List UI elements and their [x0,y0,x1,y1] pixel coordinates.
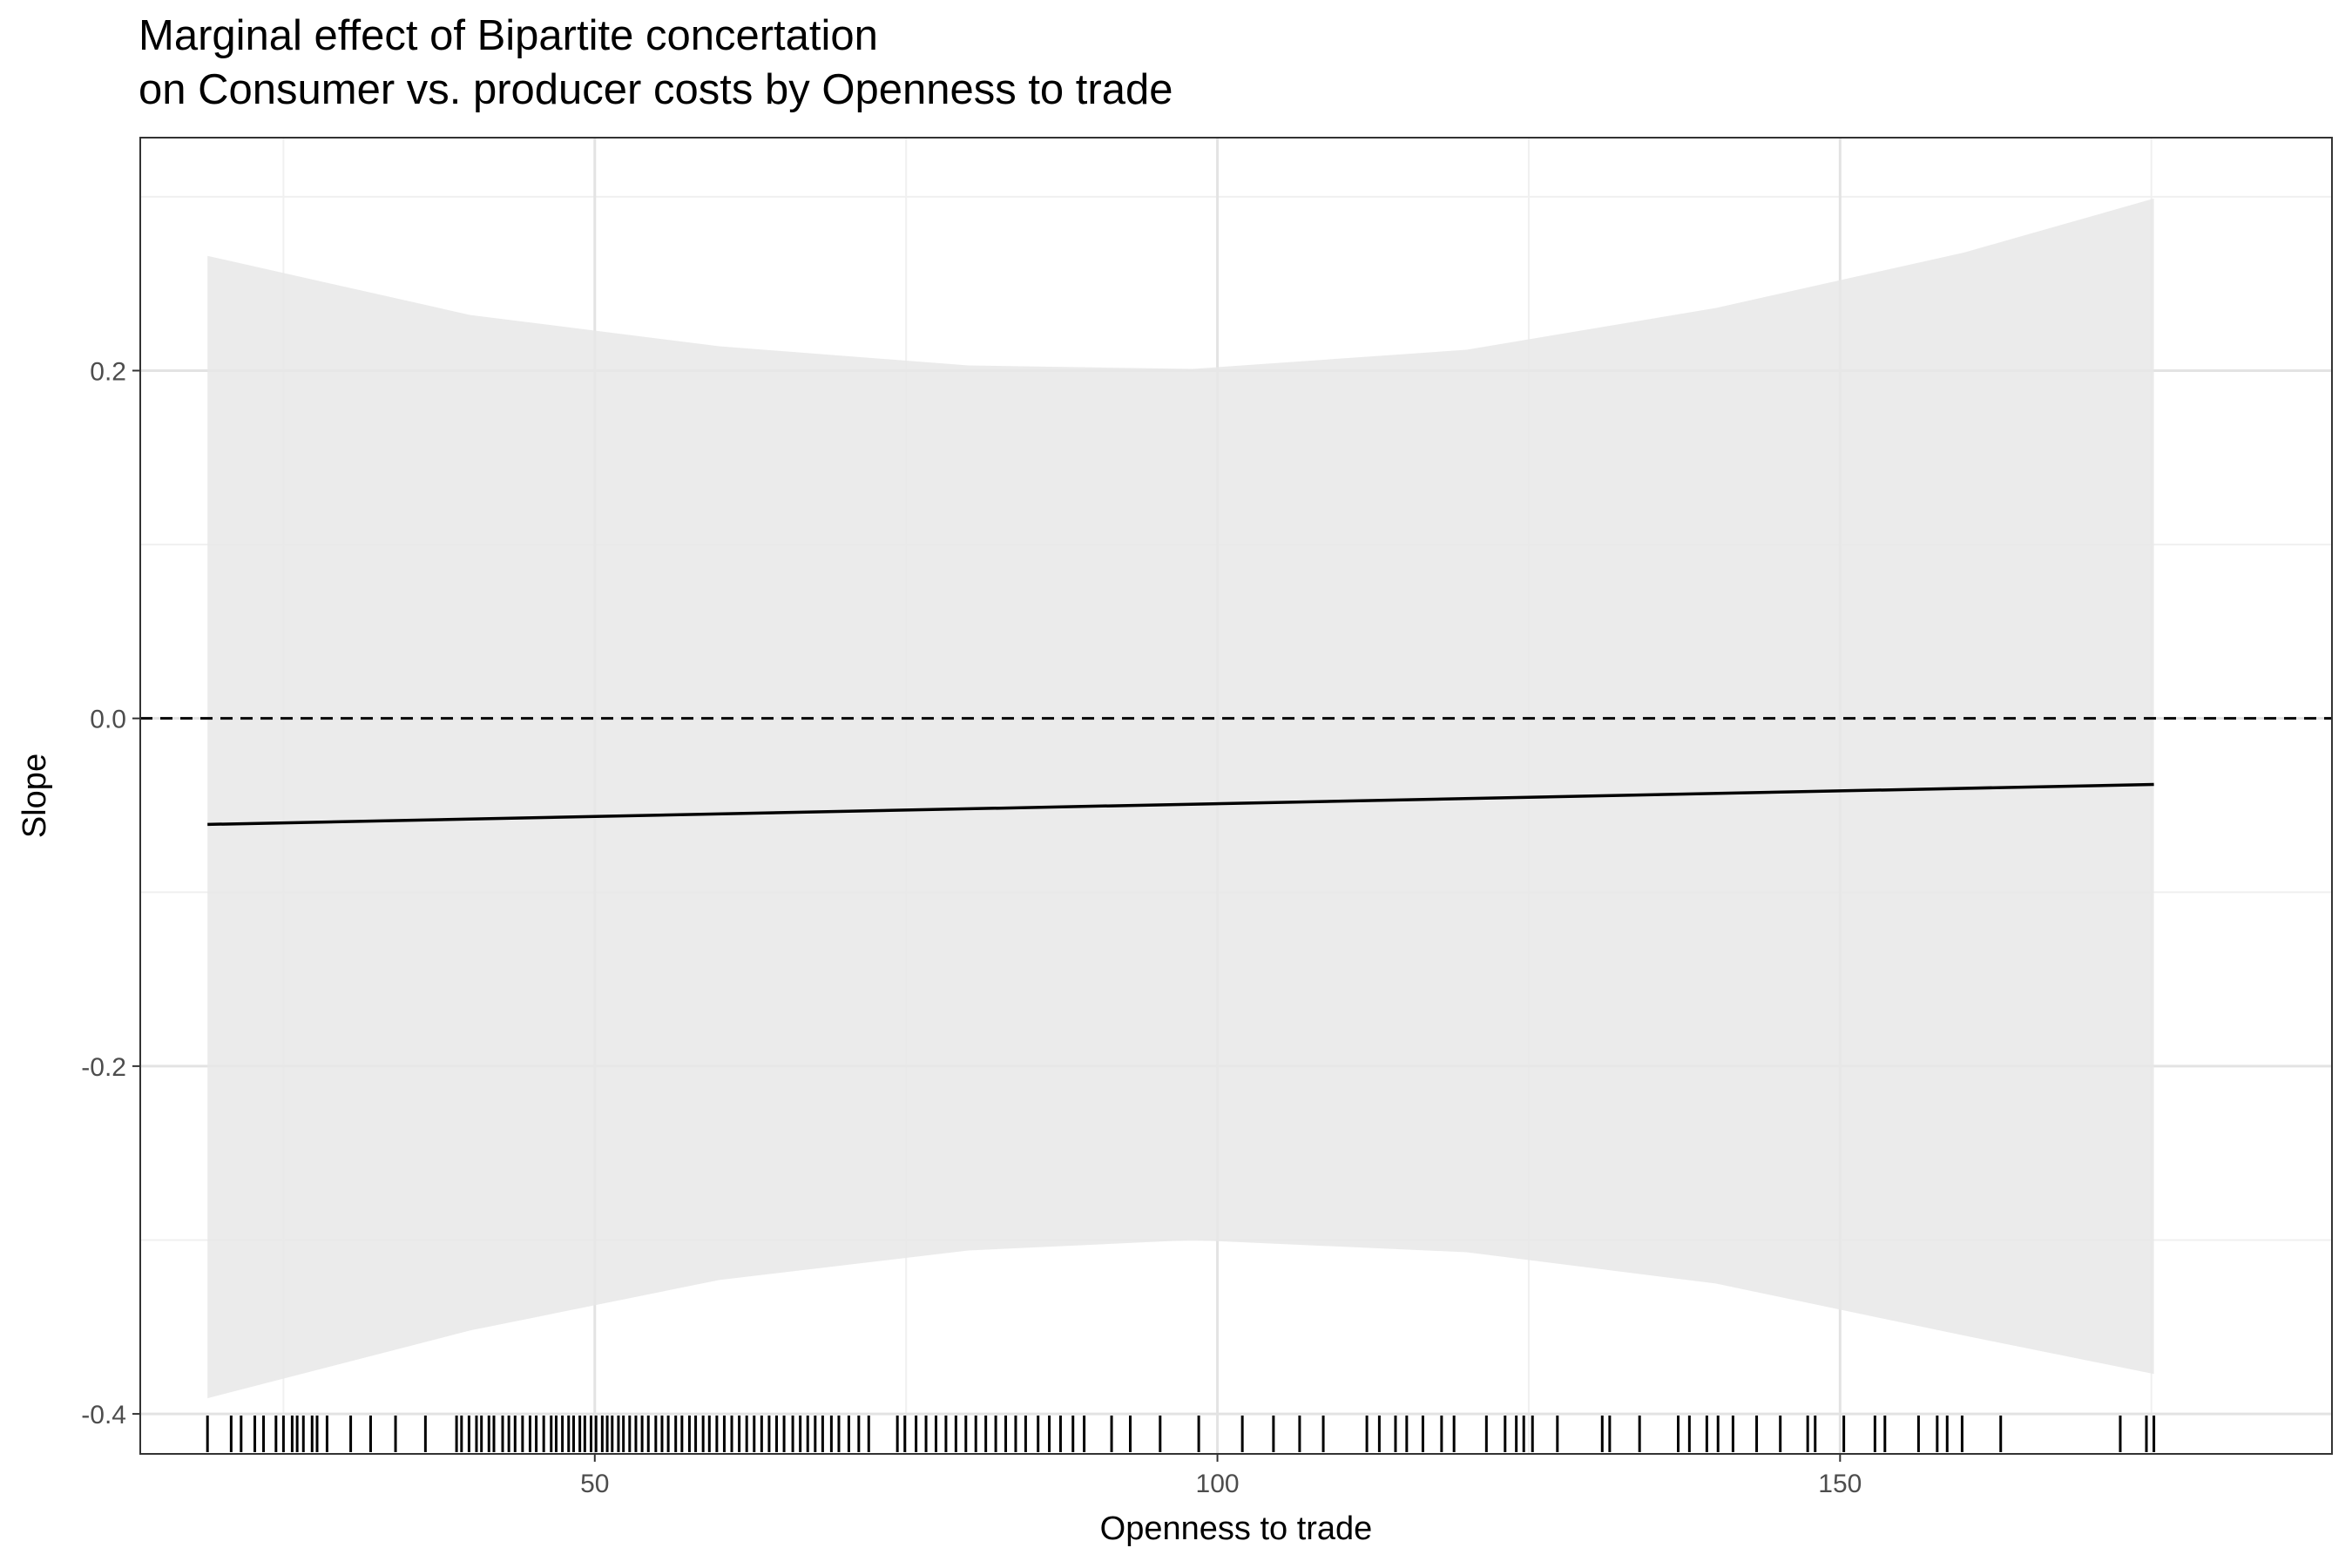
series-layer [207,782,2154,827]
confidence-band [207,198,2154,1399]
y-tick-label: 0.0 [90,706,126,734]
x-tick-label: 150 [1818,1470,1862,1498]
marginal-effect-line [207,782,2154,827]
chart-title: Marginal effect of Bipartite concertatio… [139,12,878,59]
panel-border [139,137,2333,1455]
chart-subtitle: on Consumer vs. producer costs by Openne… [139,66,1173,113]
x-tick-label: 50 [580,1470,609,1498]
y-axis-ticks: -0.4 -0.2 0.0 0.2 [81,357,140,1429]
y-tick-label: -0.4 [81,1401,126,1429]
x-tick-label: 100 [1196,1470,1240,1498]
y-axis-title: Slope [17,754,53,838]
rug-marks [206,1416,2156,1452]
x-axis-ticks: 50 100 150 [580,1454,1862,1498]
y-tick-label: 0.2 [90,357,126,386]
y-tick-label: -0.2 [81,1053,126,1082]
x-axis-title: Openness to trade [1100,1511,1373,1547]
